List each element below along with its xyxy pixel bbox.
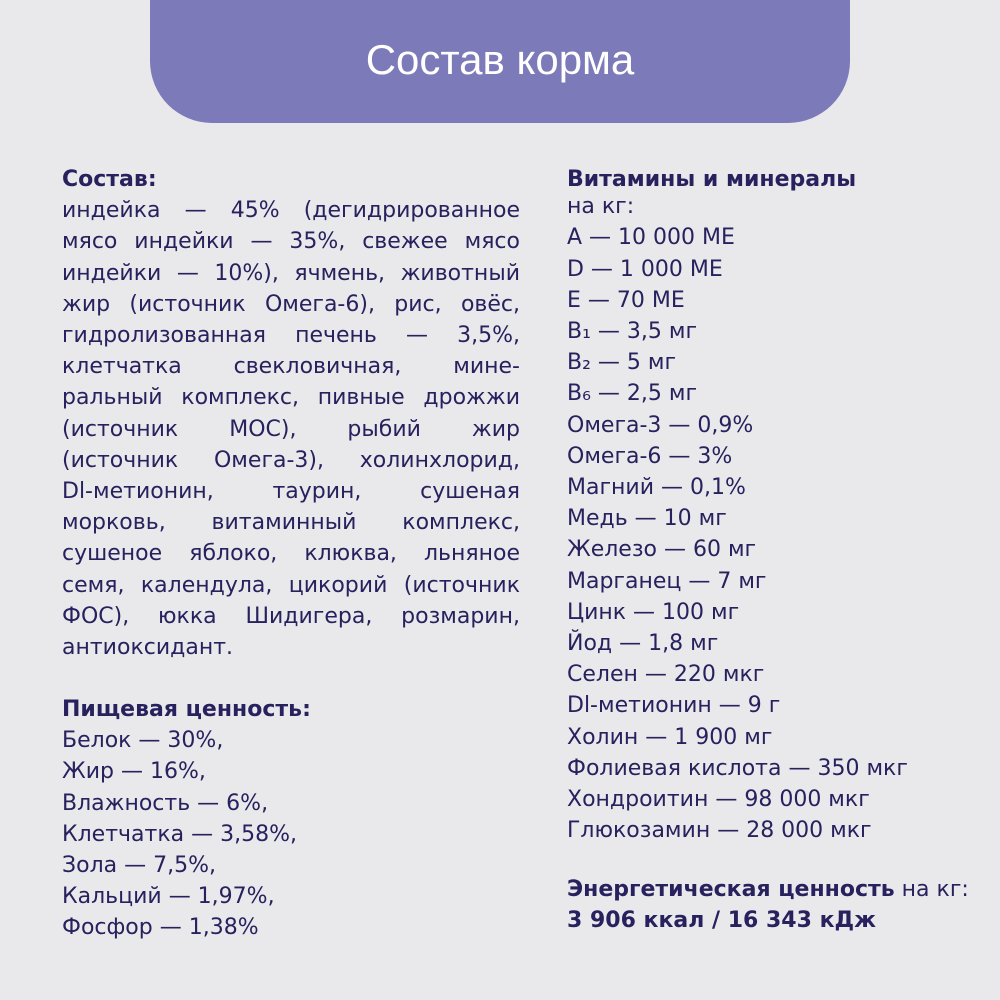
vitamin-item: Селен — 220 мкг: [567, 662, 765, 688]
vitamin-item: B₁ — 3,5 мг: [567, 319, 698, 345]
composition-line: гидролизованная печень — 3,5%,: [62, 323, 520, 349]
vitamin-item: Магний — 0,1%: [567, 475, 746, 501]
vitamin-item: D — 1 000 МЕ: [567, 256, 723, 282]
vitamin-item: B₆ — 2,5 мг: [567, 381, 698, 407]
composition-line: индейки — 10%), ячмень, животный: [62, 260, 520, 286]
heading: Состав:: [62, 167, 157, 192]
vitamin-item: Марганец — 7 мг: [567, 568, 767, 594]
energy-unit: на кг:: [901, 877, 969, 902]
composition-line: ФОС), юкка Шидигера, розмарин,: [62, 603, 520, 629]
vitamin-item: Цинк — 100 мг: [567, 599, 740, 625]
vitamin-item: Хондроитин — 98 000 мкг: [567, 787, 870, 813]
energy-value: 3 906 ккал / 16 343 кДж: [567, 908, 876, 934]
energy: Энергетическая ценность на кг: 3 906 кка…: [567, 874, 987, 936]
composition-line: (источник Омега-3), холинхлорид,: [62, 447, 520, 473]
vitamin-item: Медь — 10 мг: [567, 506, 727, 532]
composition-line: ральный комплекс, пивные дрожжи: [62, 385, 520, 411]
energy-label: Энергетическая ценность: [567, 877, 895, 902]
nutrition-item: Белок — 30%,: [62, 728, 224, 754]
title: Состав корма: [365, 36, 635, 83]
composition-line: мясо индейки — 35%, свежее мясо: [62, 229, 520, 255]
vitamin-item: B₂ — 5 мг: [567, 350, 677, 376]
composition-line: (источник МОС), рыбий жир: [62, 416, 520, 442]
composition-line: антиоксидант.: [62, 635, 234, 661]
nutrition-item: Влажность — 6%,: [62, 790, 269, 816]
nutrition-item: Клетчатка — 3,58%,: [62, 821, 297, 847]
composition: Состав: индейка — 45% (дегидрированное мя…: [62, 164, 520, 663]
heading: Пищевая ценность:: [62, 697, 311, 722]
composition-line: семя, календула, цикорий (источник: [62, 572, 520, 598]
vitamin-item: Железо — 60 мг: [567, 537, 757, 563]
nutrition-item: Фосфор — 1,38%: [62, 915, 259, 941]
composition-line: морковь, витаминный комплекс,: [62, 510, 520, 536]
vitamins: Витамины и минералы на кг: A — 10 000 МЕ…: [567, 164, 987, 846]
vitamin-item: Холин — 1 900 мг: [567, 724, 773, 750]
composition-line: сушеное яблоко, клюква, льняное: [62, 541, 520, 567]
nutrition: Пищевая ценность: Белок — 30%, Жир — 16%,…: [62, 694, 520, 944]
nutrition-item: Кальций — 1,97%,: [62, 884, 275, 910]
heading: Витамины и минералы: [567, 167, 857, 192]
vitamin-item: E — 70 МЕ: [567, 287, 685, 313]
vitamin-item: Фолиевая кислота — 350 мкг: [567, 755, 908, 781]
header: Состав корма: [150, 0, 850, 123]
vitamin-item: Омега-6 — 3%: [567, 443, 733, 469]
vitamin-item: A — 10 000 МЕ: [567, 225, 735, 251]
nutrition-item: Зола — 7,5%,: [62, 853, 216, 879]
nutrition-item: Жир — 16%,: [62, 759, 206, 785]
composition-line: жир (источник Омега-6), рис, овёс,: [62, 291, 520, 317]
composition-line: клетчатка свекловичная, мине-: [62, 354, 520, 380]
composition-line: Dl-метионин, таурин, сушеная: [62, 479, 520, 505]
vitamin-item: Омега-3 — 0,9%: [567, 412, 754, 438]
vitamin-item: Йод — 1,8 мг: [567, 631, 719, 657]
composition-line: индейка — 45% (дегидрированное: [62, 198, 520, 224]
subheading: на кг:: [567, 194, 635, 220]
vitamin-item: Dl-метионин — 9 г: [567, 693, 781, 719]
vitamin-item: Глюкозамин — 28 000 мкг: [567, 818, 872, 844]
